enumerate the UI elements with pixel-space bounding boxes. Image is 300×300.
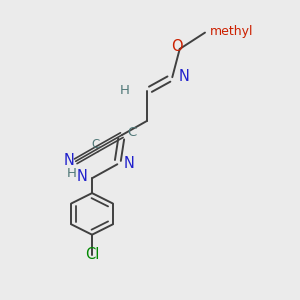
Text: N: N [77,169,88,184]
Text: H: H [66,167,76,180]
Text: C: C [127,126,136,139]
Text: Cl: Cl [85,247,99,262]
Text: O: O [172,39,183,54]
Text: N: N [179,69,190,84]
Text: methyl: methyl [209,25,253,38]
Text: N: N [63,153,74,168]
Text: H: H [120,84,130,97]
Text: C: C [91,138,99,151]
Text: N: N [124,156,135,171]
